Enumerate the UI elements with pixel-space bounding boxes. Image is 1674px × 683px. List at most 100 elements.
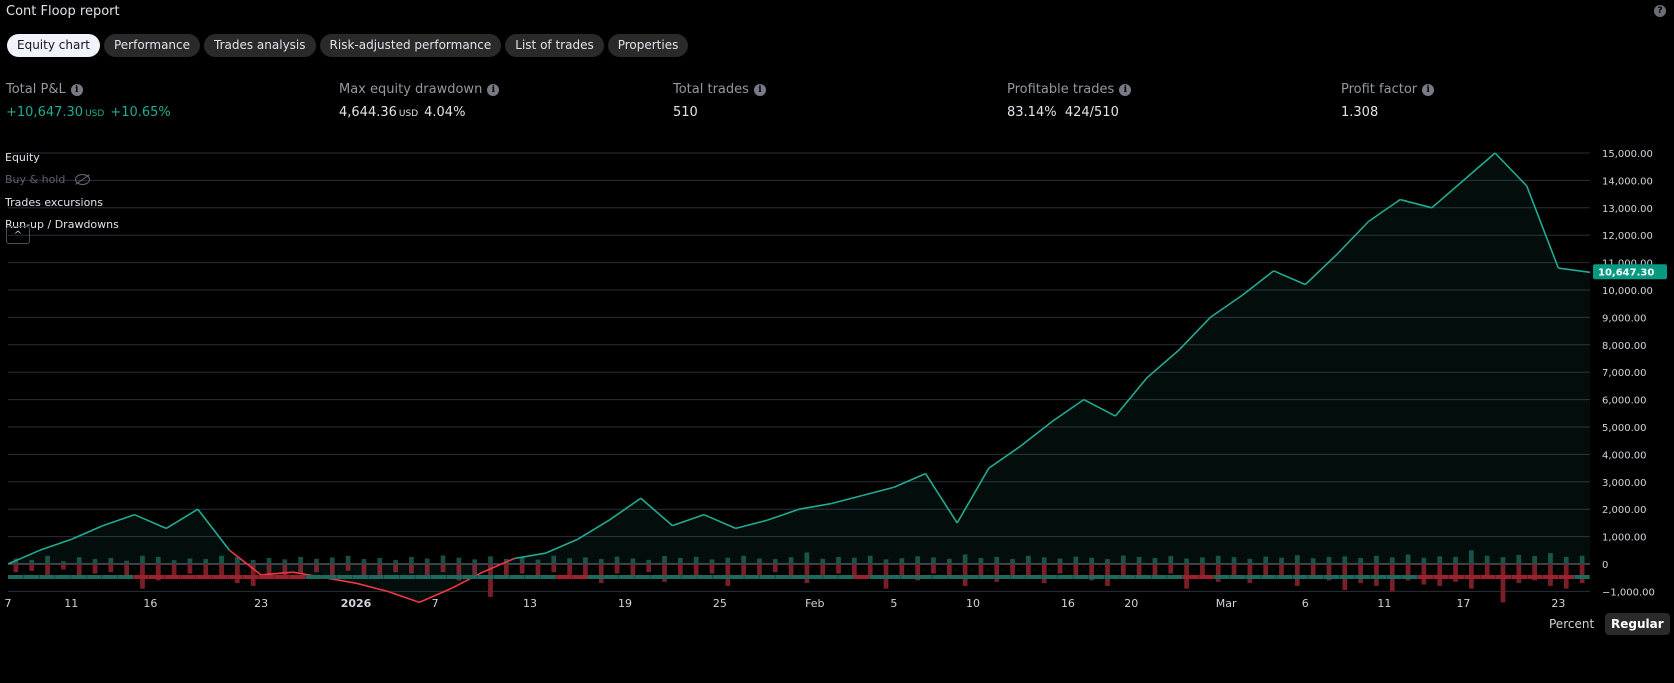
trade-strip-segment [728,575,744,579]
drawdown-bar [519,564,525,574]
runup-bar [1152,557,1158,564]
trade-strip-segment [1339,575,1355,579]
y-tick-label: 14,000.00 [1602,176,1653,187]
runup-bar [456,557,462,564]
trade-strip-segment [1041,575,1058,579]
mode-percent-button[interactable]: Percent [1549,617,1595,631]
collapse-legend-button[interactable]: ^ [6,226,30,244]
x-tick-label: 7 [5,597,12,610]
help-icon[interactable]: ? [1654,5,1666,17]
trade-strip-segment [697,575,713,579]
tab-properties[interactable]: Properties [607,34,689,57]
runup-bar [994,556,1000,564]
legend-trades-excursions[interactable]: Trades excursions [5,196,103,209]
equity-line-segment [387,590,420,604]
x-tick-label: 13 [523,597,537,610]
equity-line-segment [1178,316,1211,351]
drawdown-bar [931,564,936,574]
drawdown-bar [1168,564,1174,574]
x-tick-label: 11 [64,597,78,610]
tab-list-of-trades[interactable]: List of trades [505,34,604,57]
drawdown-bar [820,564,826,575]
tab-performance[interactable]: Performance [103,34,201,57]
drawdown-bar [551,564,557,573]
equity-line-segment [1525,185,1560,269]
trade-strip-segment [399,575,415,579]
drawdown-bar [155,564,161,581]
drawdown-bar [1136,564,1142,580]
runup-bar [314,558,319,564]
equity-line-segment [1431,179,1464,209]
tab-trades-analysis[interactable]: Trades analysis [204,34,316,57]
runup-bar [393,559,398,564]
legend-buy-hold[interactable]: Buy & hold [5,173,91,186]
info-icon[interactable]: i [70,83,83,96]
equity-line-segment [228,549,262,576]
mode-regular-button[interactable]: Regular [1605,613,1670,635]
drawdown-bar [1310,564,1316,578]
trade-strip-segment [838,575,854,579]
drawdown-bar [171,564,177,575]
runup-bar [820,558,826,564]
equity-line-segment [1114,377,1148,417]
legend-runup-drawdowns[interactable]: Run-up / Drawdowns [5,218,119,231]
trade-strip-segment [211,575,227,579]
trade-strip-segment [1386,575,1402,579]
runup-bar [298,556,304,564]
equity-chart[interactable]: 15,000.00 14,000.00 13,000.00 12,000.00 11,0… [0,135,1674,650]
trade-strip-segment [39,575,55,579]
runup-bar [1010,559,1015,564]
drawdown-bar [503,564,509,578]
metric-label: Total trades [673,82,749,97]
info-icon[interactable]: i [1119,83,1132,96]
x-tick-label: 25 [713,597,727,610]
trade-strip-segment [556,575,572,579]
drawdown-bar [377,564,383,575]
trade-strip-segment [1214,575,1230,579]
trade-strip-segment [54,575,71,579]
trade-strip-segment [963,575,979,579]
runup-bar [646,559,652,564]
trade-strip-segment [1480,575,1496,579]
y-tick-label: 0 [1602,560,1608,571]
trade-strip-segment [759,575,776,579]
x-tick-label: 20 [1124,597,1138,610]
drawdown-bar [1532,564,1538,581]
drawdown-bar [978,564,984,577]
trade-strip-segment [1496,575,1512,579]
tab-risk-adjusted-performance[interactable]: Risk-adjusted performance [319,34,502,57]
runup-bar [1310,558,1316,564]
info-icon[interactable]: i [487,83,500,96]
runup-bar [1342,556,1348,564]
x-tick-label: 10 [966,597,980,610]
metric-label: Max equity drawdown [339,82,483,97]
drawdown-bar [725,564,731,586]
legend-equity[interactable]: Equity [5,151,40,164]
tab-equity-chart[interactable]: Equity chart [7,34,100,57]
drawdown-bar [1279,564,1284,577]
trade-strip-segment [227,575,243,579]
equity-line-segment [165,508,199,530]
drawdown-bar [1263,564,1269,580]
trade-strip-segment [853,575,870,579]
info-icon[interactable]: i [1422,83,1435,96]
metric-total-pnl: Total P&L i +10,647.30 USD +10.65% [6,82,171,120]
report-tabs: Equity chart Performance Trades analysis… [7,34,689,57]
x-tick-label: Mar [1216,597,1237,610]
info-icon[interactable]: i [753,83,766,96]
profit-factor-value: 1.308 [1341,105,1379,120]
runup-bar [203,559,209,564]
equity-line-segment [1368,198,1401,223]
y-tick-label: 13,000.00 [1602,204,1653,215]
trade-strip-segment [1308,575,1324,579]
runup-bar [757,558,762,564]
runup-bar [567,558,572,564]
eye-off-icon[interactable] [75,174,91,185]
runup-bar [1548,553,1553,564]
drawdown-bar [757,564,762,575]
drawdown-bar [1231,564,1237,575]
trade-strip-segment [493,575,509,579]
equity-line-segment [1336,220,1370,255]
runup-bar [915,556,921,564]
trade-strip-segment [101,575,118,579]
